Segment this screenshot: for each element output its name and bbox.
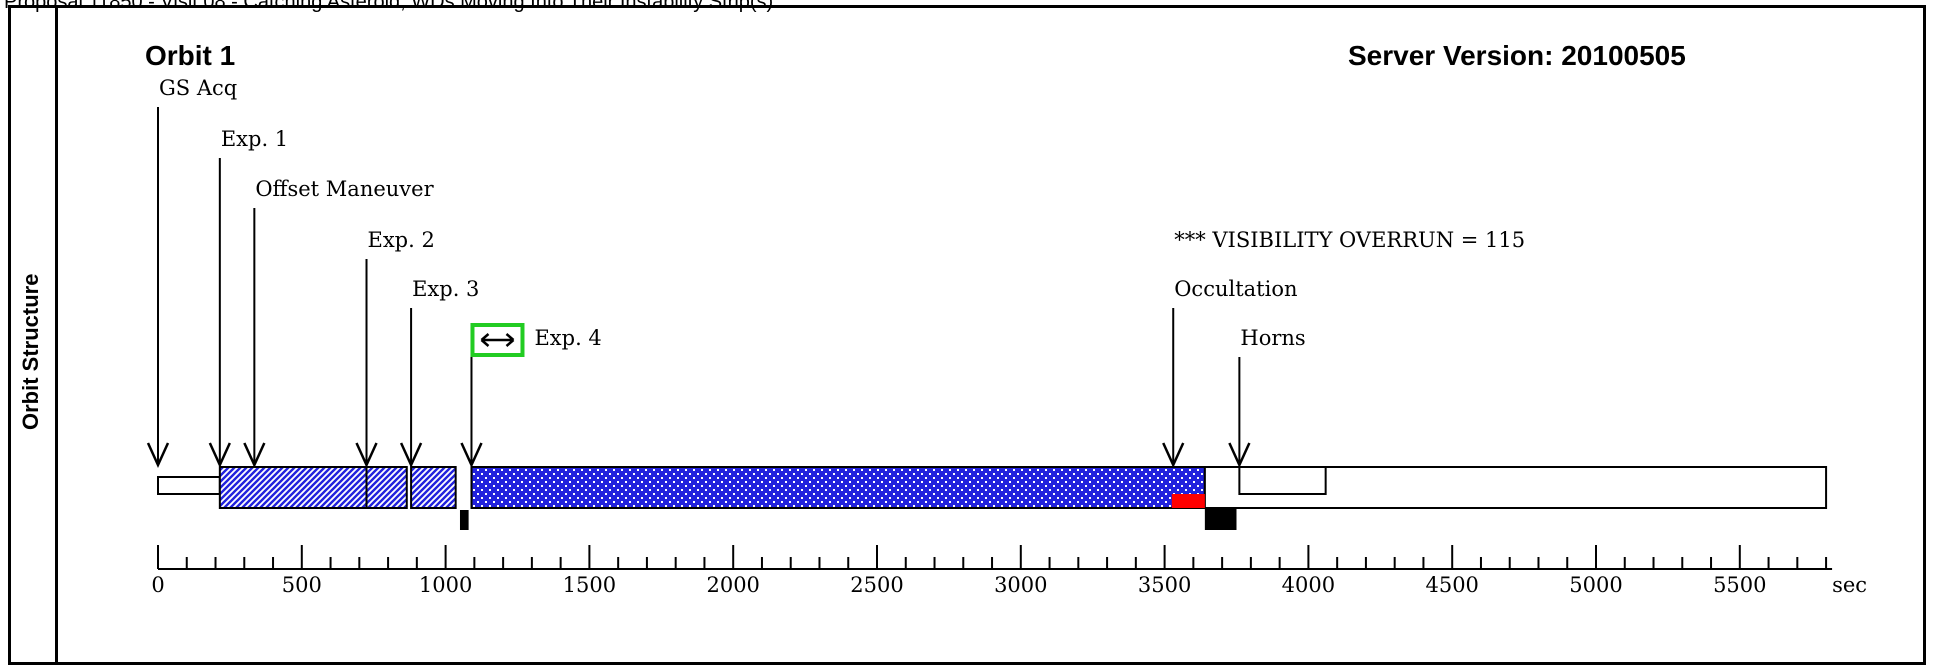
event-label-exp-4: Exp. 4 <box>534 326 601 350</box>
segment-gs-acq <box>158 477 220 494</box>
event-label-exp-2: Exp. 2 <box>368 228 435 252</box>
segment-exp-1-offset <box>220 467 367 508</box>
tick-label: 1500 <box>563 573 616 597</box>
segment-exp-4 <box>471 467 1204 508</box>
tick-label: 4500 <box>1425 573 1478 597</box>
event-label-occultation: Occultation <box>1174 277 1297 301</box>
segment-exp-3 <box>411 467 456 508</box>
overrun-bar <box>1172 494 1205 508</box>
segment-horns <box>1239 467 1325 494</box>
tick-label: 3500 <box>1138 573 1191 597</box>
tick-label: 4000 <box>1282 573 1335 597</box>
event-label-horns: Horns <box>1240 326 1305 350</box>
tick-label: 2000 <box>706 573 759 597</box>
tick-label: 3000 <box>994 573 1047 597</box>
tick-label: 2500 <box>850 573 903 597</box>
event-label-visibility-overrun-115: *** VISIBILITY OVERRUN = 115 <box>1174 228 1525 252</box>
event-label-gs-acq: GS Acq <box>159 76 237 100</box>
tick-label: 5500 <box>1713 573 1766 597</box>
axis-unit-label: sec <box>1832 573 1867 597</box>
tick-label: 1000 <box>419 573 472 597</box>
event-label-exp-3: Exp. 3 <box>412 277 479 301</box>
event-label-offset-maneuver: Offset Maneuver <box>255 177 434 201</box>
small-marker <box>460 510 469 530</box>
tick-label: 0 <box>151 573 164 597</box>
tick-label: 500 <box>282 573 322 597</box>
event-label-exp-1: Exp. 1 <box>221 127 288 151</box>
occultation-block <box>1205 508 1237 530</box>
segment-exp-2 <box>367 467 407 508</box>
tick-label: 5000 <box>1569 573 1622 597</box>
